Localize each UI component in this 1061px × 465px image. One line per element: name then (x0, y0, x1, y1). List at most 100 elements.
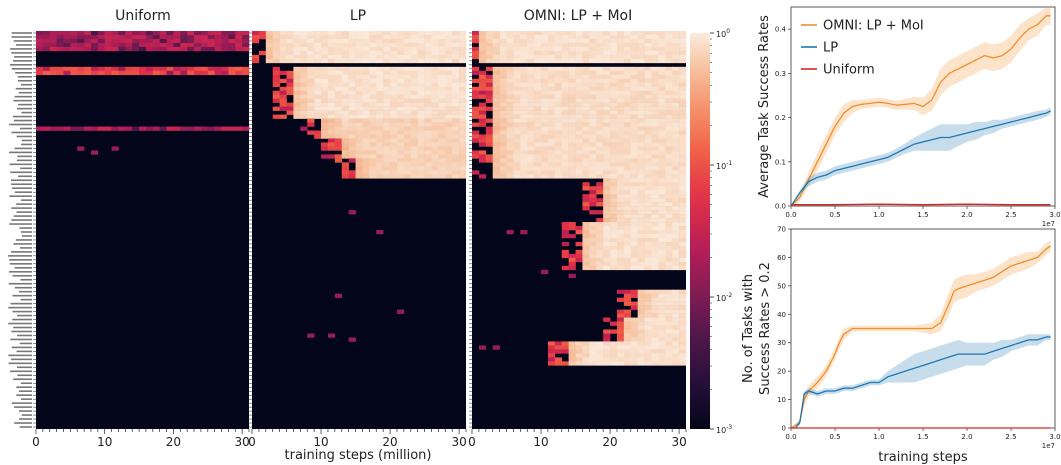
heatmap-cell (589, 166, 597, 171)
heatmap-cell (637, 46, 645, 52)
heatmap-cell (307, 102, 315, 107)
heatmap-cell (616, 50, 625, 56)
heatmap-cell (321, 154, 329, 159)
heatmap-cell (679, 150, 687, 155)
heatmap-cell (672, 345, 680, 350)
heatmap-cell (166, 34, 174, 40)
heatmap-cell (410, 154, 418, 159)
heatmap-cell (520, 54, 528, 60)
heatmap-cell (672, 198, 680, 203)
heatmap-cell (445, 98, 453, 103)
heatmap-cell (187, 31, 195, 36)
heatmap-cell (396, 86, 405, 91)
heatmap-cell (492, 118, 500, 123)
heatmap-cell (603, 218, 611, 223)
heatmap-cell (355, 102, 363, 107)
heatmap-cell (314, 130, 322, 135)
heatmap-cell (478, 122, 487, 127)
heatmap-cell (679, 265, 687, 271)
heatmap-cell (651, 214, 659, 219)
heatmap-cell (355, 118, 363, 123)
heatmap-cell (623, 341, 632, 346)
heatmap-cell (438, 78, 446, 84)
heatmap-cell (111, 38, 119, 44)
heatmap-cell (582, 253, 590, 259)
heatmap-cell (658, 66, 666, 72)
heatmap-cell (582, 194, 590, 199)
heatmap-cell (672, 186, 680, 191)
heatmap-cell (561, 94, 569, 99)
heatmap-cell (431, 166, 439, 171)
heatmap-cell (658, 110, 666, 115)
heatmap-cell (321, 70, 329, 76)
heatmap-cell (424, 114, 432, 119)
heatmap-cell (582, 245, 590, 251)
heatmap-cell (118, 126, 126, 131)
heatmap-cell (554, 166, 563, 171)
heatmap-cell (431, 122, 439, 127)
heatmap-cell (623, 349, 632, 354)
heatmap-cell (279, 90, 287, 95)
row-label-placeholder (20, 278, 32, 281)
heatmap-cell (362, 58, 370, 64)
heatmap-cell (644, 162, 652, 167)
heatmap-cell (383, 50, 391, 56)
heatmap-cell (679, 202, 687, 207)
heatmap-cell (616, 345, 625, 350)
heatmap-cell (561, 174, 569, 179)
heatmap-cell (279, 34, 287, 40)
heatmap-cell (596, 82, 604, 88)
heatmap-cell (630, 210, 638, 215)
heatmap-cell (534, 94, 542, 99)
heatmap-cell (194, 42, 202, 48)
heatmap-cell (672, 230, 680, 235)
heatmap-cell (610, 126, 618, 131)
heatmap-cell (658, 345, 666, 350)
heatmap-cell (520, 82, 528, 88)
heatmap-cell (630, 106, 638, 111)
heatmap-cell (410, 134, 418, 139)
heatmap-cell (383, 166, 391, 171)
heatmap-cell (534, 98, 542, 103)
heatmap-cell (630, 214, 638, 219)
heatmap-cell (582, 186, 590, 191)
heatmap-cell (561, 142, 569, 147)
heatmap-cell (603, 106, 611, 111)
heatmap-cell (383, 154, 391, 159)
heatmap-cell (376, 106, 384, 111)
heatmap-cell (630, 357, 638, 362)
heatmap-cell (534, 58, 542, 64)
heatmap-cell (403, 58, 412, 64)
heatmap-cell (596, 241, 604, 247)
heatmap-cell (651, 194, 659, 199)
heatmap-cell (417, 94, 425, 99)
heatmap-cell (520, 142, 528, 147)
heatmap-cell (603, 162, 611, 167)
heatmap-cell (390, 114, 398, 119)
heatmap-cell (376, 110, 384, 115)
heatmap-cell (582, 138, 590, 143)
heatmap-cell (603, 98, 611, 103)
heatmap-cell (658, 198, 666, 203)
heatmap-cell (547, 98, 556, 103)
heatmap-cell (499, 42, 507, 48)
heatmap-cell (547, 102, 556, 107)
heatmap-cell (431, 142, 439, 147)
heatmap-cell (623, 138, 632, 143)
heatmap-cell (637, 218, 645, 223)
row-label-placeholder (8, 306, 33, 309)
heatmap-cell (459, 174, 467, 179)
heatmap-cell (327, 50, 336, 56)
heatmap-cell (390, 150, 398, 155)
heatmap-cell (410, 146, 418, 151)
heatmap-cell (180, 126, 188, 131)
heatmap-cell (637, 138, 645, 143)
heatmap-cell (672, 190, 680, 195)
row-label-placeholder (17, 107, 32, 110)
heatmap-cell (644, 305, 652, 310)
heatmap-cell (438, 90, 446, 95)
heatmap-cell (679, 162, 687, 167)
heatmap-cell (390, 86, 398, 91)
heatmap-cell (630, 122, 638, 127)
heatmap-cell (321, 146, 329, 151)
